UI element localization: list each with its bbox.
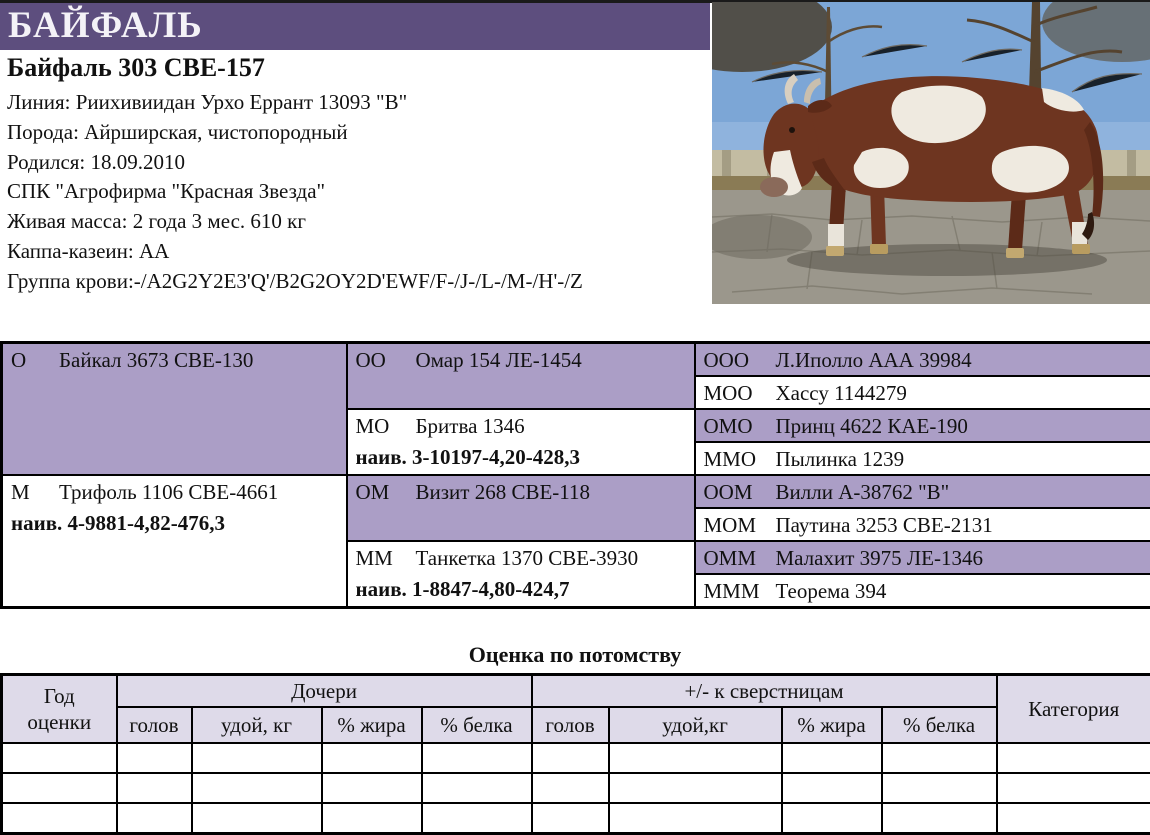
- pedigree-code: МОМ: [704, 510, 776, 540]
- pedigree-code: МОО: [704, 378, 776, 408]
- pedigree-name: Бритва 1346: [416, 414, 525, 438]
- page-title: БАЙФАЛЬ: [0, 3, 710, 49]
- pedigree-code: ООМ: [704, 477, 776, 507]
- pedigree-name: Паутина 3253 СВЕ-2131: [776, 513, 993, 537]
- pedigree-code: МО: [356, 411, 416, 441]
- pedigree-name: Принц 4622 КАЕ-190: [776, 414, 968, 438]
- col-header-year: Год оценки: [2, 675, 117, 744]
- pedigree-code: М: [11, 477, 59, 507]
- pedigree-name: Омар 154 ЛЕ-1454: [416, 348, 582, 372]
- group-header-daughters: Дочери: [117, 675, 532, 708]
- info-line-liniya: Линия: Риихивиидан Урхо Еррант 13093 "В": [7, 88, 707, 118]
- pedigree-name: Пылинка 1239: [776, 447, 905, 471]
- col-header-daughters-milk: удой, кг: [192, 707, 322, 743]
- pedigree-name: Хассу 1144279: [776, 381, 907, 405]
- pedigree-name: Танкетка 1370 СВЕ-3930: [416, 546, 639, 570]
- pedigree-code: ОМ: [356, 477, 416, 507]
- pedigree-code: ОММ: [704, 543, 776, 573]
- bull-name-heading: Байфаль 303 СВЕ-157: [7, 53, 265, 83]
- pedigree-code: О: [11, 345, 59, 375]
- evaluation-empty-row: [2, 773, 1150, 803]
- pedigree-name: Визит 268 СВЕ-118: [416, 480, 591, 504]
- col-header-daughters-protein: % белка: [422, 707, 532, 743]
- pedigree-name: Л.Иполло ААА 39984: [776, 348, 972, 372]
- pedigree-name: Байкал 3673 СВЕ-130: [59, 348, 253, 372]
- pedigree-code: ММ: [356, 543, 416, 573]
- pedigree-code: ММО: [704, 444, 776, 474]
- pedigree-milk-record: наив. 1-8847-4,80-424,7: [356, 573, 688, 605]
- info-line-weight: Живая масса: 2 года 3 мес. 610 кг: [7, 207, 707, 237]
- bull-info-block: Линия: Риихивиидан Урхо Еррант 13093 "В"…: [7, 88, 707, 297]
- pedigree-name: Малахит 3975 ЛЕ-1346: [776, 546, 983, 570]
- info-line-farm: СПК "Агрофирма "Красная Звезда": [7, 177, 707, 207]
- info-line-born: Родился: 18.09.2010: [7, 148, 707, 178]
- col-header-category: Категория: [997, 675, 1150, 744]
- evaluation-empty-row: [2, 803, 1150, 834]
- bull-photo: [712, 2, 1150, 304]
- col-header-peers-heads: голов: [532, 707, 609, 743]
- info-line-kappa: Каппа-казеин: АА: [7, 237, 707, 267]
- pedigree-milk-record: наив. 4-9881-4,82-476,3: [11, 507, 340, 539]
- pedigree-milk-record: наив. 3-10197-4,20-428,3: [356, 441, 688, 473]
- pedigree-code: ОМО: [704, 411, 776, 441]
- evaluation-table: Год оценки Дочери +/- к сверстницам Кате…: [0, 673, 1150, 835]
- pedigree-name: Трифоль 1106 СВЕ-4661: [59, 480, 278, 504]
- col-header-peers-protein: % белка: [882, 707, 997, 743]
- pedigree-code: ООО: [704, 345, 776, 375]
- pedigree-code: МММ: [704, 576, 776, 606]
- evaluation-empty-row: [2, 743, 1150, 773]
- header-band: БАЙФАЛЬ: [0, 3, 710, 50]
- pedigree-name: Вилли А-38762 "В": [776, 480, 950, 504]
- group-header-peers: +/- к сверстницам: [532, 675, 997, 708]
- col-header-peers-fat: % жира: [782, 707, 882, 743]
- info-line-blood: Группа крови:-/A2G2Y2E3'Q'/B2G2OY2D'EWF/…: [7, 267, 707, 297]
- col-header-daughters-fat: % жира: [322, 707, 422, 743]
- info-line-poroda: Порода: Айрширская, чистопородный: [7, 118, 707, 148]
- evaluation-title: Оценка по потомству: [0, 642, 1150, 668]
- pedigree-name: Теорема 394: [776, 579, 887, 603]
- col-header-peers-milk: удой,кг: [609, 707, 782, 743]
- col-header-daughters-heads: голов: [117, 707, 192, 743]
- pedigree-code: ОО: [356, 345, 416, 375]
